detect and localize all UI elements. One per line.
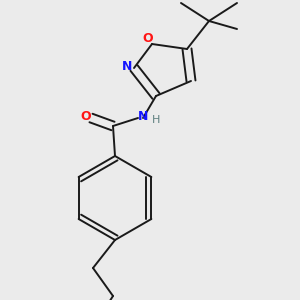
Text: O: O <box>81 110 91 124</box>
Text: O: O <box>143 32 153 46</box>
Text: N: N <box>138 110 148 124</box>
Text: H: H <box>152 115 160 125</box>
Text: N: N <box>122 59 132 73</box>
